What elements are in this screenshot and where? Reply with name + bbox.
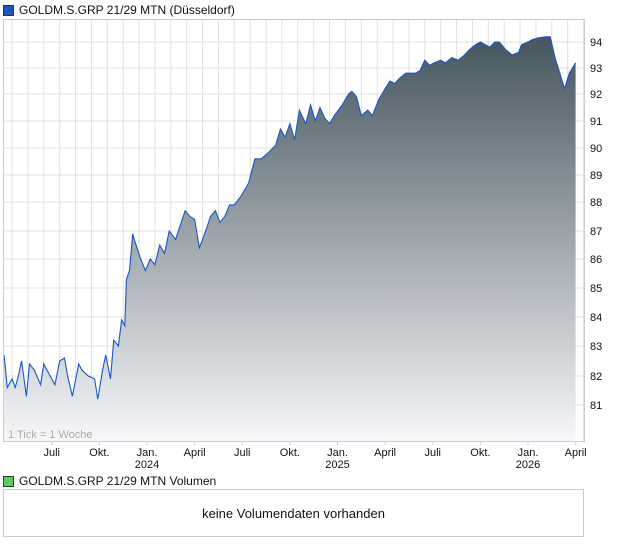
x-tick-label: Juli [424, 447, 441, 459]
price-area [4, 36, 576, 442]
y-tick-label: 94 [590, 37, 602, 49]
y-tick-label: 92 [590, 89, 602, 101]
x-tick-label: April [184, 447, 206, 459]
legend-volume: GOLDM.S.GRP 21/29 MTN Volumen [3, 474, 216, 488]
x-tick-label: Okt. [89, 447, 109, 459]
plot-border [3, 19, 585, 442]
legend-volume-label: GOLDM.S.GRP 21/29 MTN Volumen [19, 474, 217, 488]
price-line [3, 36, 577, 400]
y-tick-label: 84 [590, 312, 602, 324]
x-tick-label: Jan. [137, 447, 158, 459]
y-tick-label: 89 [590, 170, 602, 182]
y-tick-label: 93 [590, 63, 602, 75]
y-tick-label: 83 [590, 341, 602, 353]
y-tick-label: 91 [590, 116, 602, 128]
x-tick-label: Okt. [470, 447, 490, 459]
y-tick-label: 81 [590, 400, 602, 412]
x-tick-label: April [565, 447, 587, 459]
y-tick-label: 86 [590, 254, 602, 266]
price-chart: 1 Tick = 1 Woche 81 82 83 84 85 86 87 88 89 90 91 9… [3, 19, 602, 471]
x-tick-year: 2025 [325, 459, 349, 471]
x-tick-year: 2024 [135, 459, 159, 471]
x-tick-year: 2026 [516, 459, 540, 471]
y-axis: 81 82 83 84 85 86 87 88 89 90 91 92 93 94 [590, 37, 602, 412]
y-tick-label: 88 [590, 197, 602, 209]
legend-swatch-price [3, 4, 14, 16]
volume-empty-message: keine Volumendaten vorhanden [202, 505, 385, 521]
y-tick-label: 87 [590, 226, 602, 238]
y-tick-label: 90 [590, 143, 602, 155]
volume-panel: keine Volumendaten vorhanden [3, 489, 584, 537]
x-tick-label: Okt. [280, 447, 300, 459]
x-tick-label: Juli [234, 447, 251, 459]
legend-main-label: GOLDM.S.GRP 21/29 MTN (Düsseldorf) [19, 3, 235, 17]
x-tick-label: Jan. [518, 447, 539, 459]
y-tick-label: 85 [590, 283, 602, 295]
tick-note: 1 Tick = 1 Woche [8, 429, 92, 441]
legend-swatch-volume [3, 475, 14, 487]
x-tick-label: April [374, 447, 396, 459]
x-tick-label: Juli [43, 447, 60, 459]
legend-main: GOLDM.S.GRP 21/29 MTN (Düsseldorf) [3, 3, 235, 17]
y-tick-label: 82 [590, 371, 602, 383]
x-tick-label: Jan. [327, 447, 348, 459]
